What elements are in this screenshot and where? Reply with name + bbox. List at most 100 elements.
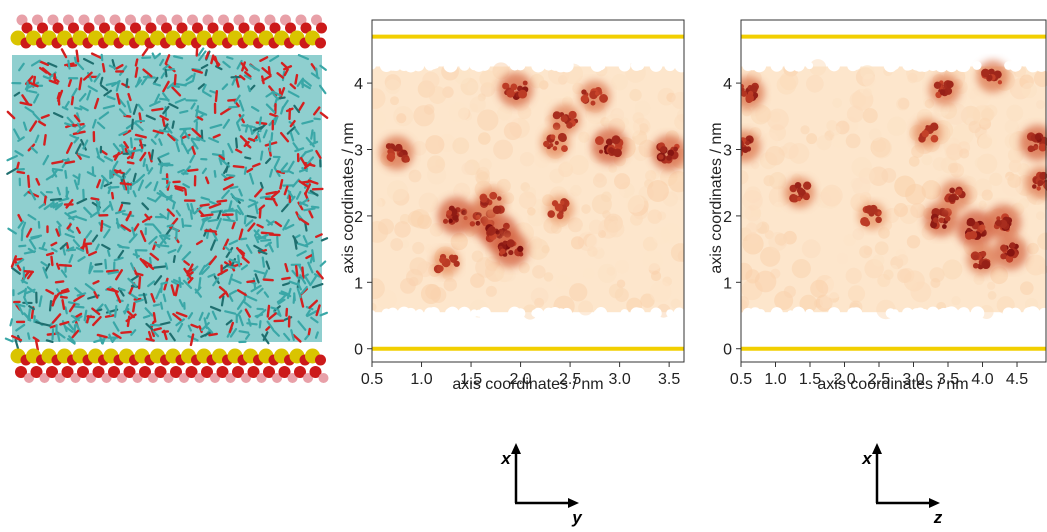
hotspot <box>929 74 961 106</box>
hotspot-cell <box>523 81 528 86</box>
hotspot-cell <box>547 210 555 218</box>
hotspot-cell <box>550 134 555 139</box>
solvent-bond <box>245 216 246 223</box>
solvent-bond <box>136 121 144 122</box>
solvent-bond <box>193 74 194 80</box>
density-cell <box>409 170 422 183</box>
hotspot-cell <box>1000 245 1007 252</box>
density-cell <box>832 98 842 108</box>
solvent-bond <box>215 171 216 177</box>
solvent-bond <box>92 198 99 199</box>
hotspot-cell <box>803 182 811 190</box>
solvent-bond <box>241 239 246 240</box>
solvent-bond <box>102 55 103 60</box>
edge-gap <box>771 59 784 72</box>
density-cell <box>479 158 492 171</box>
density-cell <box>910 203 925 218</box>
y-axis-label: axis coordinates / nm <box>340 122 357 273</box>
hotspot-cell <box>1007 249 1015 257</box>
solvent-bond <box>47 253 53 255</box>
solvent-bond <box>50 301 51 310</box>
edge-gap <box>1038 310 1045 317</box>
density-cell <box>534 298 544 308</box>
density-cell <box>862 74 875 87</box>
edge-gap <box>957 59 970 72</box>
density-cell <box>570 185 581 196</box>
x-tick-label: 1.0 <box>764 371 786 388</box>
solvent-bond <box>65 171 66 178</box>
solvent-bond <box>258 237 265 238</box>
solvent-bond <box>263 258 264 267</box>
solvent-bond <box>210 91 215 93</box>
solvent-bond <box>247 281 254 282</box>
density-cell <box>989 173 1002 186</box>
hotspot-cell <box>860 217 869 226</box>
silica-slab-water-snapshot <box>6 15 329 384</box>
density-cell <box>1019 198 1029 208</box>
density-cell <box>486 286 497 297</box>
density-cell <box>930 278 940 288</box>
solvent-bond <box>72 97 73 104</box>
hotspot-cell <box>931 135 939 143</box>
hotspot-cell <box>488 227 496 235</box>
solvent-bond <box>161 303 162 309</box>
hotspot <box>579 81 611 113</box>
density-cell <box>639 123 649 133</box>
vertical-axis-letter: x <box>861 449 873 468</box>
hotspot-halo <box>492 231 528 267</box>
solvent-bond <box>154 313 155 321</box>
solvent-bond <box>260 117 261 124</box>
edge-gap <box>884 59 898 73</box>
solvent-bond <box>57 264 59 269</box>
hotspot-cell <box>981 260 990 269</box>
density-cell <box>894 176 915 197</box>
edge-gap <box>533 308 544 319</box>
density-cell <box>907 73 917 83</box>
density-cell <box>647 209 661 223</box>
density-cell <box>948 163 958 173</box>
density-cell <box>1007 174 1021 188</box>
solvent-bond <box>150 258 151 263</box>
density-cell <box>982 190 993 201</box>
density-cell <box>478 132 491 145</box>
edge-gap <box>515 308 525 318</box>
solvent-bond <box>28 176 29 187</box>
density-cell <box>569 283 587 301</box>
density-cell <box>988 291 997 300</box>
density-cell <box>883 269 893 279</box>
hotspot-cell <box>395 144 403 152</box>
solvent-bond <box>261 152 262 160</box>
solvent-bond <box>146 165 147 170</box>
hotspot-cell <box>608 147 614 153</box>
solvent-bond <box>228 100 236 101</box>
density-cell <box>671 299 681 309</box>
solvent-bond <box>218 201 227 202</box>
hotspot-cell <box>922 130 929 137</box>
solvent-bond <box>264 280 273 281</box>
solvent-bond <box>247 323 256 324</box>
solvent-bond <box>29 91 36 92</box>
solvent-bond <box>28 333 29 338</box>
solvent-bond <box>174 256 175 262</box>
density-cell <box>365 88 386 109</box>
density-cell <box>614 173 630 189</box>
hotspot-cell <box>443 219 448 224</box>
edge-gap <box>850 307 862 319</box>
solvent-bond <box>19 246 25 247</box>
density-cell <box>587 246 597 256</box>
solvent-bond <box>152 109 162 110</box>
density-cell <box>467 82 478 93</box>
hotspot-cell <box>439 257 445 263</box>
solvent-bond <box>105 260 106 268</box>
density-cell <box>1027 243 1039 255</box>
solvent-bond <box>173 203 174 208</box>
density-cell <box>736 296 749 309</box>
top-silica-slab <box>11 15 328 49</box>
density-cell <box>578 301 593 316</box>
density-cell <box>643 250 663 270</box>
hotspot <box>541 128 570 157</box>
hotspot-cell <box>518 90 527 99</box>
bottom-silica-slab <box>11 349 329 384</box>
solvent-bond <box>249 139 254 141</box>
